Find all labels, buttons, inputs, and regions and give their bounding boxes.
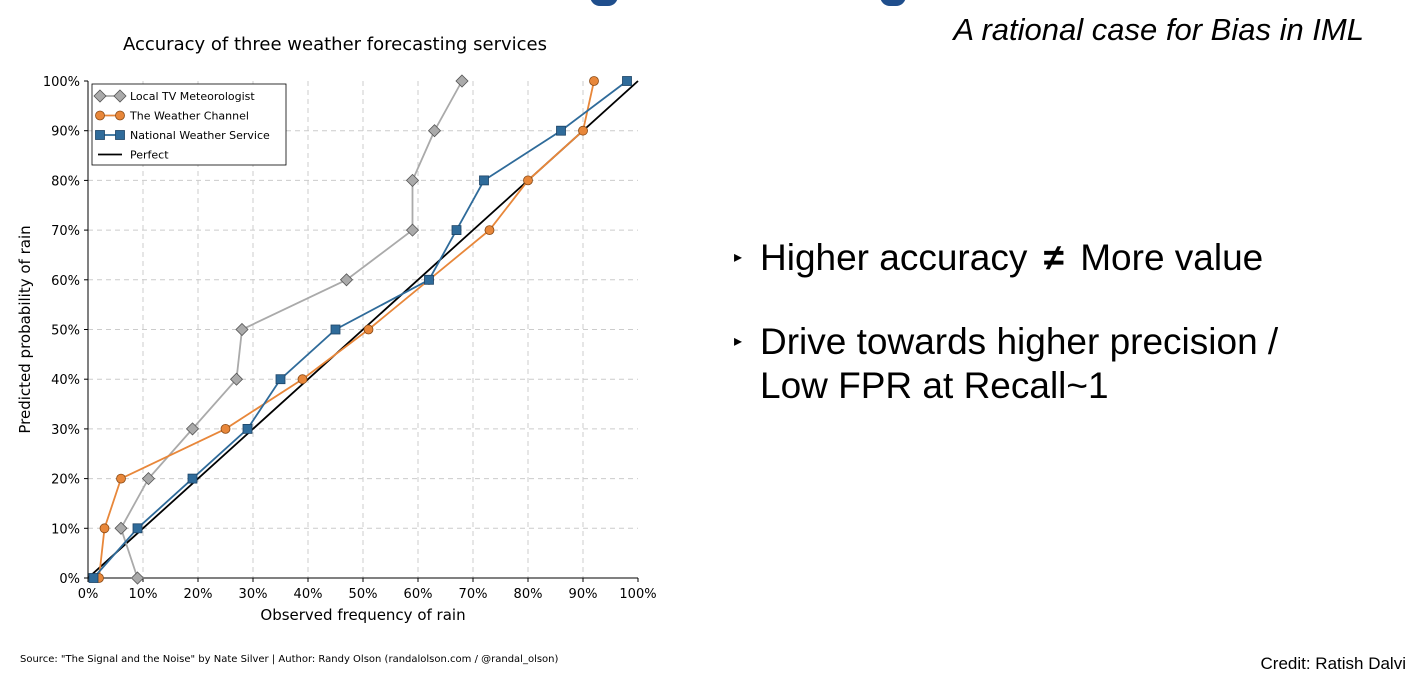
bullet-list: ▸ Higher accuracy ≠ More value ▸ Drive t…: [732, 236, 1372, 408]
y-tick-label: 30%: [51, 423, 80, 438]
legend-marker-national-weather-service: [95, 130, 105, 140]
legend-label-national-weather-service: National Weather Service: [130, 129, 270, 142]
data-point-the-weather-channel: [484, 225, 495, 236]
x-tick-label: 40%: [294, 587, 323, 602]
chart-svg: Accuracy of three weather forecasting se…: [16, 34, 657, 624]
y-tick-label: 100%: [43, 75, 80, 90]
x-tick-label: 70%: [459, 587, 488, 602]
data-point-local-tv-meteorologist: [235, 322, 249, 337]
not-equal-icon: ≠: [1043, 237, 1064, 278]
data-point-national-weather-service: [479, 175, 489, 186]
slide-subtitle: A rational case for Bias in IML: [953, 12, 1364, 47]
data-point-the-weather-channel: [523, 175, 533, 186]
data-point-national-weather-service: [556, 125, 566, 136]
x-tick-label: 20%: [184, 587, 213, 602]
legend-label-perfect: Perfect: [130, 149, 169, 162]
x-tick-label: 50%: [349, 587, 378, 602]
data-point-national-weather-service: [187, 473, 198, 484]
legend-label-the-weather-channel: The Weather Channel: [129, 110, 249, 123]
x-tick-label: 10%: [129, 587, 158, 602]
source-citation: Source: "The Signal and the Noise" by Na…: [20, 654, 559, 665]
data-point-local-tv-meteorologist: [141, 472, 156, 486]
legend-marker-the-weather-channel: [115, 110, 125, 121]
data-point-the-weather-channel: [99, 523, 110, 534]
data-point-the-weather-channel: [116, 473, 126, 484]
data-point-national-weather-service: [330, 324, 341, 335]
series-national-weather-service: [88, 76, 632, 583]
data-point-local-tv-meteorologist: [130, 571, 145, 585]
data-point-local-tv-meteorologist: [405, 173, 420, 187]
y-tick-label: 80%: [51, 174, 80, 189]
x-tick-label: 100%: [619, 587, 656, 602]
data-point-national-weather-service: [424, 274, 434, 285]
x-tick-label: 80%: [514, 587, 543, 602]
bullet-text-line2: Low FPR at Recall~1: [760, 365, 1109, 406]
data-point-the-weather-channel: [363, 324, 374, 335]
data-point-national-weather-service: [275, 374, 286, 385]
x-tick-label: 90%: [569, 587, 598, 602]
data-point-the-weather-channel: [578, 125, 588, 136]
data-point-local-tv-meteorologist: [229, 372, 244, 386]
bullet-text-before: Higher accuracy: [760, 237, 1028, 278]
data-point-the-weather-channel: [589, 76, 599, 86]
x-tick-label: 30%: [239, 587, 268, 602]
legend-label-local-tv-meteorologist: Local TV Meteorologist: [130, 90, 255, 103]
x-tick-label: 0%: [78, 587, 99, 602]
bullet-text-line1: Drive towards higher precision /: [760, 321, 1279, 362]
chart-title: Accuracy of three weather forecasting se…: [123, 34, 547, 55]
y-tick-label: 40%: [51, 373, 80, 388]
y-tick-label: 10%: [51, 522, 80, 537]
y-axis-label: Predicted probability of rain: [16, 225, 34, 433]
legend-marker-national-weather-service: [115, 130, 125, 140]
chart-legend: Local TV Meteorologist The Weather Channe…: [91, 83, 287, 166]
data-point-national-weather-service: [622, 76, 632, 86]
bullet-text-after: More value: [1080, 237, 1264, 278]
bullet-marker-icon: ▸: [734, 249, 743, 266]
y-tick-label: 90%: [51, 125, 80, 140]
bullet-marker-icon: ▸: [734, 333, 743, 350]
data-point-national-weather-service: [132, 523, 143, 534]
data-point-local-tv-meteorologist: [339, 273, 354, 287]
slide-title-fragment: [560, 0, 1260, 6]
y-tick-label: 20%: [51, 473, 80, 488]
y-tick-label: 70%: [51, 224, 80, 239]
data-point-national-weather-service: [88, 573, 99, 583]
data-point-the-weather-channel: [297, 374, 308, 385]
bullet-accuracy-value: ▸ Higher accuracy ≠ More value: [732, 236, 1372, 280]
x-axis-label: Observed frequency of rain: [260, 606, 465, 624]
legend-marker-the-weather-channel: [95, 110, 105, 121]
series-local-tv-meteorologist: [114, 74, 469, 585]
credit-text: Credit: Ratish Dalvi: [1260, 654, 1407, 673]
data-point-local-tv-meteorologist: [455, 74, 469, 88]
y-tick-label: 0%: [59, 572, 80, 587]
data-point-local-tv-meteorologist: [405, 223, 420, 237]
calibration-chart: Accuracy of three weather forecasting se…: [0, 20, 700, 640]
data-point-national-weather-service: [242, 423, 253, 434]
data-point-the-weather-channel: [220, 423, 231, 434]
data-point-local-tv-meteorologist: [114, 521, 128, 535]
legend-marker-local-tv-meteorologist: [93, 89, 107, 103]
data-point-national-weather-service: [451, 225, 462, 236]
x-tick-label: 60%: [404, 587, 433, 602]
bullet-precision: ▸ Drive towards higher precision / Low F…: [732, 320, 1372, 408]
legend-marker-local-tv-meteorologist: [113, 89, 127, 103]
data-point-local-tv-meteorologist: [427, 124, 442, 138]
data-point-local-tv-meteorologist: [185, 422, 200, 436]
y-tick-label: 60%: [51, 274, 80, 289]
y-tick-label: 50%: [51, 324, 80, 339]
